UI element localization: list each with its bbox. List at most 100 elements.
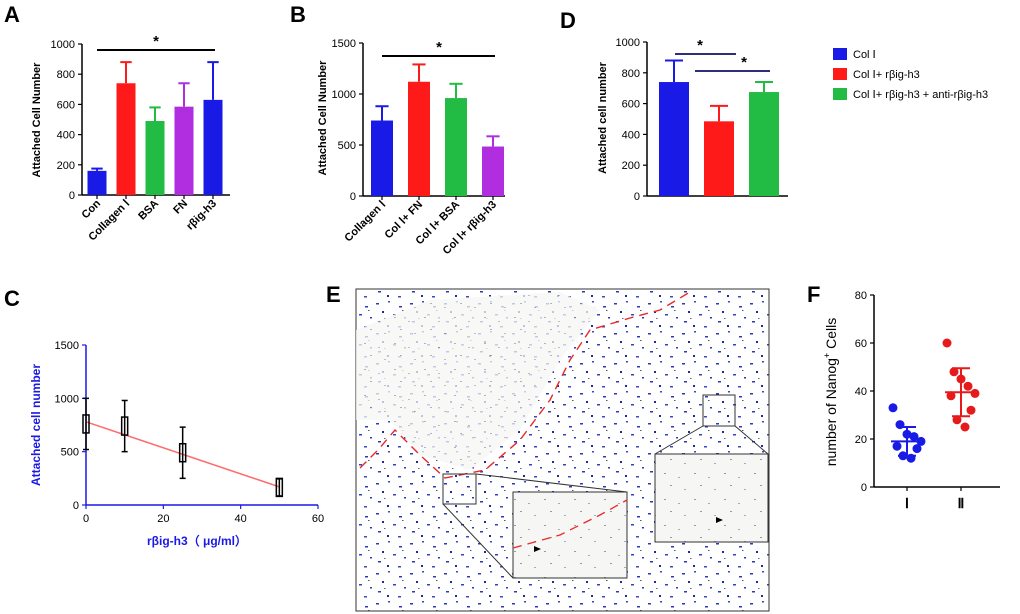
- bar-2: [408, 81, 430, 196]
- chart-c-ytick-label: 0: [73, 500, 79, 512]
- chart-f-ytick-label: 80: [855, 290, 867, 302]
- data-point: [120, 416, 129, 436]
- x-category-label: rβig-h3: [184, 198, 219, 233]
- chart-d-ylabel: Attached cell number: [597, 61, 609, 174]
- chart-a-ytick-label: 800: [57, 69, 75, 81]
- tissue-image: [355, 288, 770, 612]
- chart-d-ytick-label: 0: [634, 191, 640, 203]
- data-point: [952, 415, 962, 425]
- chart-b-ylabel: Attached Cell Number: [317, 60, 329, 176]
- chart-f-ylabel-sup: +: [822, 353, 832, 358]
- chart-a-ylabel: Attached Cell Number: [31, 62, 43, 178]
- data-point: [946, 391, 956, 401]
- data-point: [966, 405, 976, 415]
- zoom-connector-4: [734, 425, 769, 455]
- chart-a: Attached Cell Number 0 200 400 600 800 1000 C…: [31, 33, 230, 243]
- chart-f-ytick-label: 20: [855, 434, 867, 446]
- panel-letter-c: C: [4, 286, 20, 311]
- chart-a-sig-star: *: [153, 33, 159, 50]
- panel-letter-e: E: [326, 282, 341, 307]
- chart-a-ytick-label: 200: [57, 160, 75, 172]
- chart-c-ylabel: Attached cell number: [29, 364, 43, 486]
- zoom-inset-right: [654, 453, 769, 543]
- legend-swatch-1: [833, 48, 847, 60]
- data-point: [275, 477, 284, 498]
- arrowhead-left: [534, 546, 541, 552]
- data-point: [970, 388, 980, 398]
- x-category-label: BSA: [136, 198, 161, 223]
- chart-c-ytick-label: 500: [61, 447, 79, 459]
- chart-a-ytick-label: 400: [57, 130, 75, 142]
- chart-b-ytick-label: 0: [350, 191, 356, 203]
- zoom-connector-2: [475, 473, 628, 493]
- x-category-label: Ⅰ: [905, 495, 909, 511]
- chart-f-ytick-label: 60: [855, 338, 867, 350]
- bar-1: [87, 170, 107, 195]
- data-point: [960, 422, 970, 432]
- tissue-light-region: [356, 292, 600, 470]
- chart-f-ylabel-main: number of Nanog: [823, 358, 839, 466]
- zoom-inset-left: [512, 491, 628, 579]
- arrowhead-right: [716, 517, 723, 523]
- chart-a-ytick-label: 0: [69, 190, 75, 202]
- chart-b-ytick-label: 1000: [332, 89, 356, 101]
- zoom-connector-3: [654, 425, 704, 455]
- data-point: [942, 338, 952, 348]
- chart-d-ytick-label: 200: [622, 160, 640, 172]
- panel-letter-f: F: [807, 282, 820, 307]
- bar-1: [371, 120, 393, 196]
- chart-d-legend: Col Ⅰ Col Ⅰ+ rβig-h3 Col Ⅰ+ rβig-h3 + an…: [833, 48, 988, 101]
- chart-a-ytick-label: 1000: [51, 39, 75, 51]
- panel-letter-b: B: [290, 2, 306, 27]
- chart-b-ytick-label: 1500: [332, 38, 356, 50]
- zoom-box-small-right: [702, 394, 736, 427]
- data-point: [963, 381, 973, 391]
- x-category-label: FN: [171, 198, 190, 217]
- legend-label-1: Col Ⅰ: [853, 49, 876, 61]
- data-point: [909, 432, 919, 442]
- zoom-connector-1: [442, 503, 514, 579]
- chart-a-ytick-label: 600: [57, 99, 75, 111]
- bar-5: [203, 99, 223, 195]
- legend-swatch-2: [833, 68, 847, 80]
- chart-c-ytick-label: 1500: [55, 340, 79, 352]
- bar-4: [482, 146, 504, 196]
- data-point: [912, 444, 922, 454]
- zoom-inset-left-boundary: [512, 499, 628, 549]
- chart-c: Attached cell number 0 500 1000 1500 0 20 40 6…: [29, 340, 324, 548]
- data-point: [82, 414, 90, 434]
- chart-c-xtick-label: 20: [157, 513, 169, 525]
- chart-d-sig-star-1: *: [697, 37, 703, 54]
- chart-c-xtick-label: 60: [312, 513, 324, 525]
- tissue-boundary-line: [359, 291, 691, 479]
- chart-f-ytick-label: 40: [855, 386, 867, 398]
- x-category-label: Collagen Ⅰ: [342, 199, 388, 245]
- chart-f: number of Nanog+ Cells 0 20 40 60 80 Ⅰ Ⅱ: [822, 290, 1000, 511]
- bar-2: [704, 121, 734, 196]
- bar-2: [116, 83, 136, 195]
- bar-3: [145, 121, 165, 195]
- chart-b: Attached Cell Number 0 500 1000 1500 Collag…: [317, 38, 505, 257]
- chart-f-ylabel-tail: Cells: [823, 318, 839, 353]
- chart-d-ytick-label: 800: [622, 68, 640, 80]
- chart-f-ytick-label: 0: [861, 482, 867, 494]
- chart-c-ytick-label: 1000: [55, 393, 79, 405]
- chart-d-sig-star-2: *: [741, 54, 747, 71]
- chart-c-xtick-label: 40: [235, 513, 247, 525]
- x-category-label: Con: [80, 197, 104, 221]
- chart-d-ytick-label: 600: [622, 99, 640, 111]
- panel-letter-a: A: [4, 2, 20, 27]
- chart-d: Attached cell number 0 200 400 600 800 1000 *…: [597, 37, 988, 203]
- data-point: [892, 441, 902, 451]
- chart-b-ytick-label: 500: [338, 140, 356, 152]
- bar-1: [659, 82, 689, 196]
- x-category-label: Ⅱ: [958, 495, 965, 511]
- chart-d-ytick-label: 1000: [616, 37, 640, 49]
- legend-swatch-3: [833, 88, 847, 100]
- bar-3: [445, 98, 467, 196]
- chart-f-ylabel: number of Nanog+ Cells: [822, 318, 839, 466]
- panel-letter-d: D: [560, 8, 576, 33]
- zoom-box-small-left: [442, 473, 477, 505]
- chart-d-ytick-label: 400: [622, 129, 640, 141]
